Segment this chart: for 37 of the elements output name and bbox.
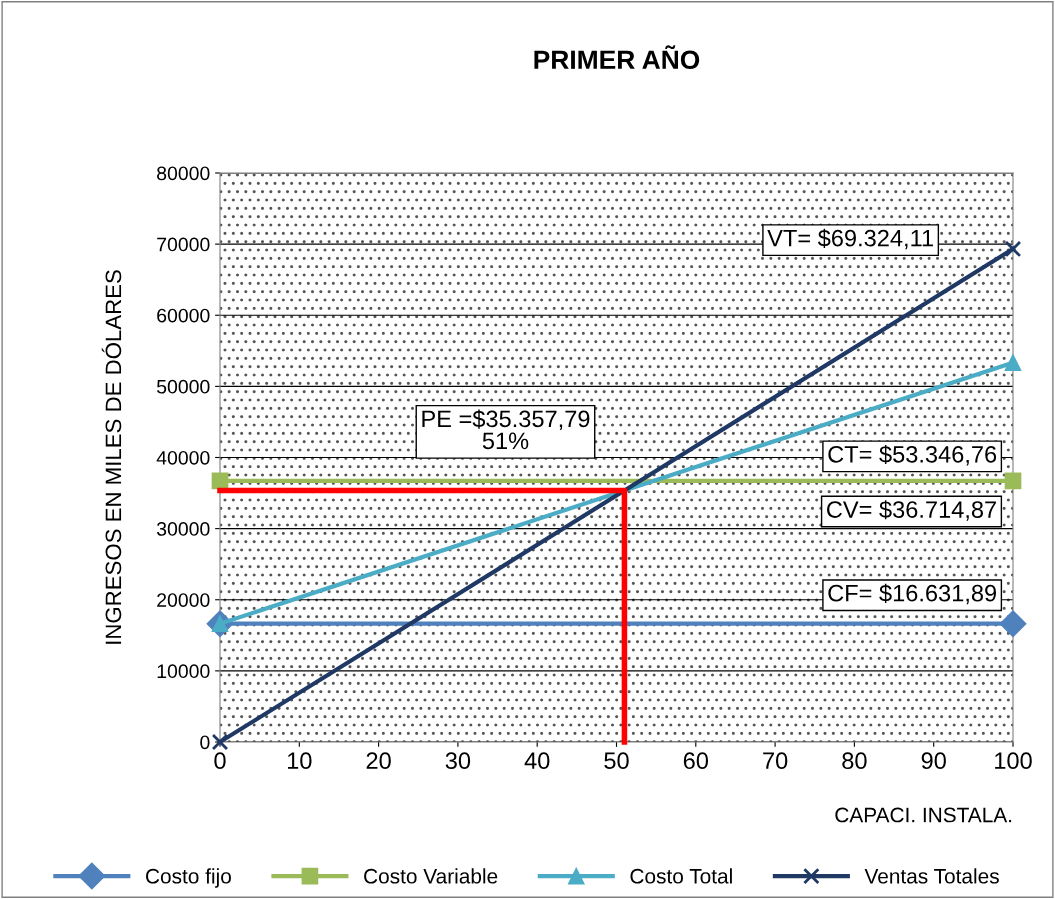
- y-tick-label: 20000: [157, 593, 210, 607]
- y-axis-title: INGRESOS EN MILES DE DÓLARES: [101, 270, 122, 644]
- point: [1004, 240, 1022, 258]
- annotation: CV= $36.714,87: [827, 500, 996, 521]
- y-tick-label: 70000: [157, 237, 210, 252]
- point: [999, 610, 1027, 638]
- x-tick-label: 90: [921, 752, 946, 770]
- legend-label: Costo Total: [630, 868, 732, 884]
- annotation: VT= $69.324,11: [767, 228, 933, 250]
- point: [1004, 472, 1022, 490]
- y-tick-label: 80000: [157, 166, 210, 181]
- annotation: PE =$35.357,79 51%: [422, 409, 590, 450]
- y-tick-label: 30000: [156, 522, 210, 536]
- legend-label: Costo Variable: [364, 868, 498, 884]
- x-tick-label: 60: [683, 752, 709, 770]
- y-tick-label: 60000: [157, 308, 210, 323]
- x-tick-label: 100: [995, 752, 1032, 770]
- y-tick-label: 0: [200, 735, 210, 750]
- x-axis-title: CAPACI. INSTALA.: [835, 807, 1012, 823]
- x-tick-label: 80: [842, 752, 867, 770]
- x-tick-label: 20: [366, 752, 391, 770]
- chart-title: PRIMER AÑO: [534, 45, 700, 70]
- x-tick-label: 40: [524, 752, 550, 770]
- annotation: CF= $16.631,89: [828, 583, 997, 605]
- y-tick-label: 50000: [156, 379, 210, 394]
- annotation: CT= $53.346,76: [828, 444, 997, 466]
- point: [211, 733, 229, 751]
- x-tick-label: 50: [604, 752, 629, 770]
- y-tick-label: 40000: [156, 450, 210, 465]
- x-tick-label: 30: [445, 752, 471, 770]
- legend-label: Ventas Totales: [864, 868, 999, 884]
- x-tick-label: 10: [287, 752, 312, 770]
- x-tick-label: 70: [763, 752, 788, 770]
- x-tick-label: 0: [214, 752, 226, 770]
- point: [1004, 354, 1022, 371]
- legend-label: Costo fijo: [146, 868, 231, 888]
- y-tick-label: 10000: [157, 664, 210, 679]
